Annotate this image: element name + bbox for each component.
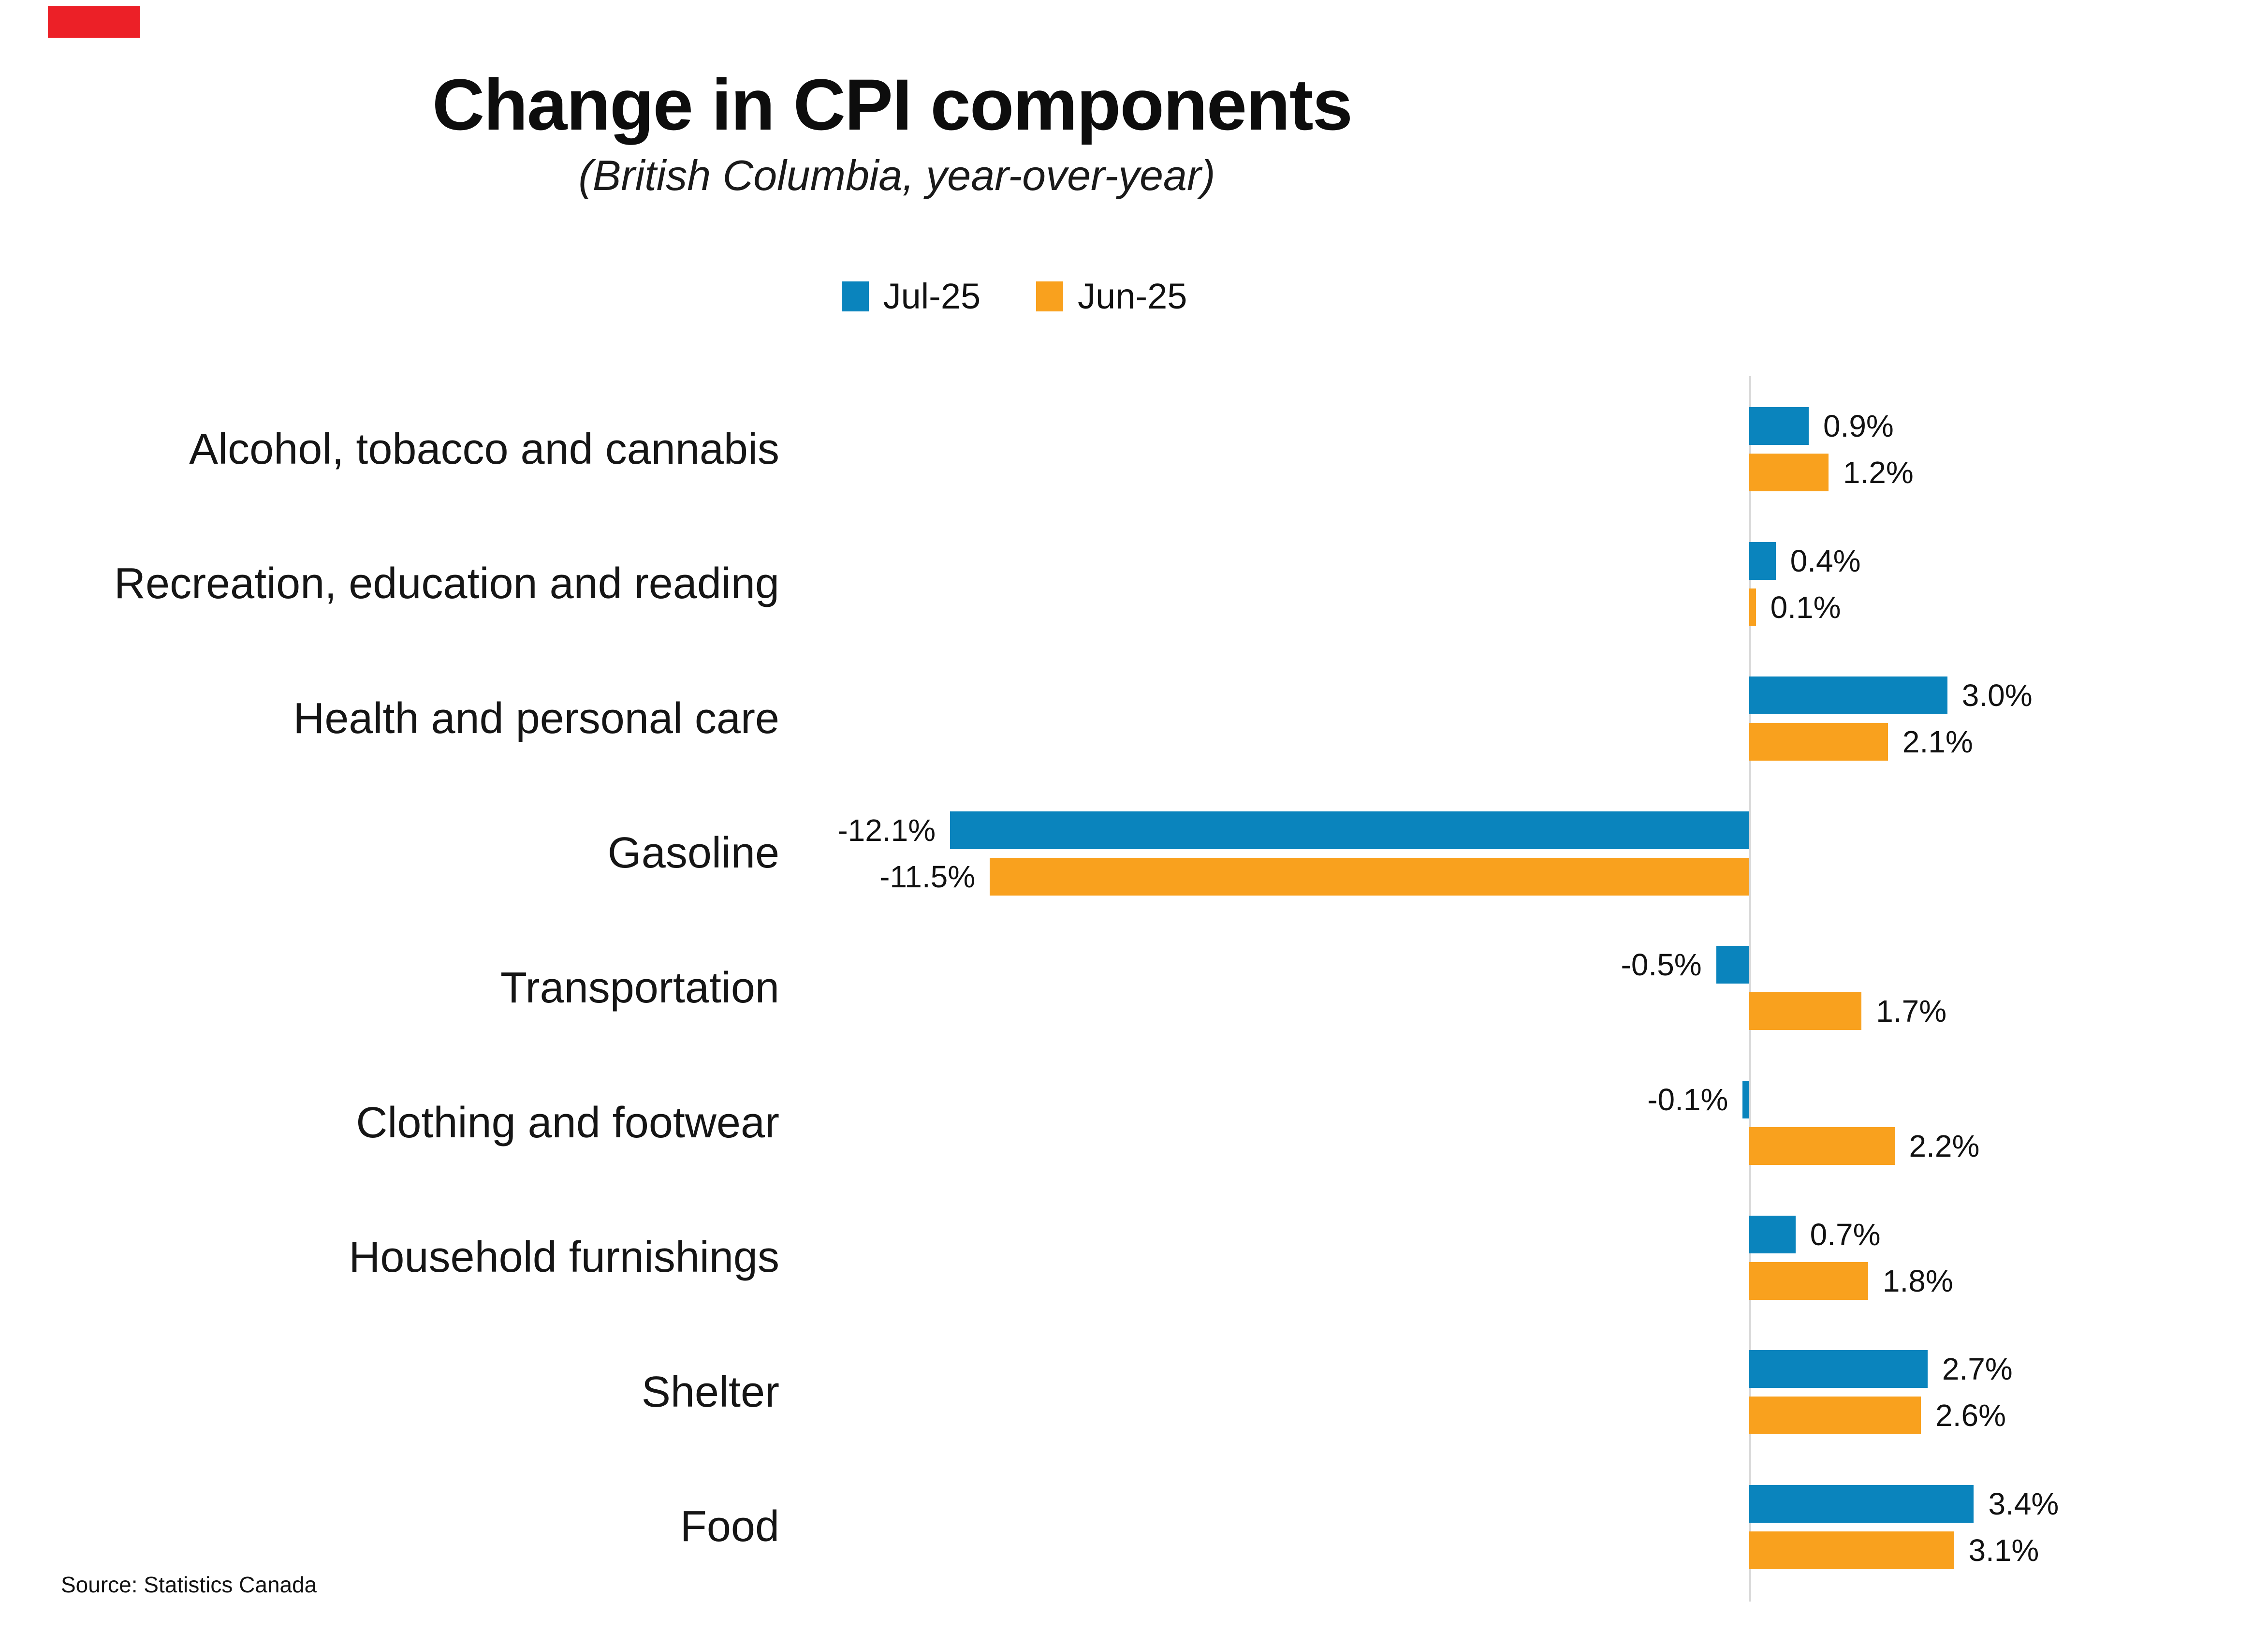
- bar-jun-25-gasoline: [990, 857, 1749, 896]
- value-label-jun-25-household-furnishings: 1.8%: [1882, 1263, 1953, 1298]
- bar-jul-25-clothing-and-footwear: [1742, 1081, 1749, 1118]
- category-label-transportation: Transportation: [500, 963, 779, 1012]
- legend-swatch-jun-25: [1036, 281, 1064, 311]
- chart-title: Change in CPI components: [432, 64, 1353, 145]
- bar-jun-25-household-furnishings: [1749, 1262, 1868, 1300]
- bar-jul-25-alcohol-tobacco-and-cannabis: [1749, 407, 1809, 445]
- bar-jul-25-recreation-education-and-reading: [1749, 542, 1776, 580]
- value-label-jun-25-clothing-and-footwear: 2.2%: [1909, 1129, 1980, 1163]
- category-label-household-furnishings: Household furnishings: [349, 1233, 779, 1282]
- category-label-gasoline: Gasoline: [607, 829, 779, 878]
- bar-jul-25-health-and-personal-care: [1749, 676, 1947, 715]
- bar-jul-25-household-furnishings: [1749, 1215, 1796, 1253]
- value-label-jun-25-recreation-education-and-reading: 0.1%: [1770, 589, 1841, 625]
- bar-jun-25-alcohol-tobacco-and-cannabis: [1749, 454, 1829, 491]
- legend: Jul-25 Jun-25: [0, 276, 2029, 317]
- value-label-jun-25-gasoline: -11.5%: [879, 859, 976, 894]
- category-label-food: Food: [680, 1502, 779, 1551]
- bar-jul-25-food: [1749, 1485, 1974, 1523]
- value-label-jul-25-household-furnishings: 0.7%: [1810, 1217, 1881, 1252]
- legend-label-jun-25: Jun-25: [1078, 276, 1187, 316]
- bar-jul-25-shelter: [1749, 1350, 1928, 1388]
- value-label-jun-25-transportation: 1.7%: [1876, 994, 1947, 1029]
- value-label-jul-25-gasoline: -12.1%: [837, 812, 936, 848]
- value-label-jul-25-food: 3.4%: [1988, 1486, 2059, 1521]
- category-label-health-and-personal-care: Health and personal care: [293, 694, 779, 743]
- legend-swatch-jul-25: [841, 281, 869, 311]
- legend-item-jul-25: Jul-25: [841, 276, 981, 317]
- category-label-alcohol-tobacco-and-cannabis: Alcohol, tobacco and cannabis: [189, 425, 779, 473]
- value-label-jun-25-shelter: 2.6%: [1935, 1398, 2006, 1433]
- category-label-shelter: Shelter: [641, 1368, 779, 1416]
- bar-jul-25-gasoline: [950, 811, 1749, 849]
- bar-jun-25-transportation: [1749, 992, 1862, 1030]
- value-label-jul-25-transportation: -0.5%: [1621, 947, 1702, 983]
- value-label-jun-25-food: 3.1%: [1968, 1532, 2039, 1568]
- value-label-jun-25-health-and-personal-care: 2.1%: [1902, 724, 1973, 760]
- legend-label-jul-25: Jul-25: [883, 276, 981, 316]
- bar-jun-25-health-and-personal-care: [1749, 723, 1888, 761]
- category-label-clothing-and-footwear: Clothing and footwear: [356, 1098, 779, 1147]
- category-label-recreation-education-and-reading: Recreation, education and reading: [114, 559, 779, 608]
- axis-zero-line: [1749, 376, 1751, 1602]
- value-label-jul-25-alcohol-tobacco-and-cannabis: 0.9%: [1823, 409, 1894, 443]
- value-label-jun-25-alcohol-tobacco-and-cannabis: 1.2%: [1843, 455, 1914, 490]
- source-note: Source: Statistics Canada: [61, 1572, 317, 1597]
- bar-jun-25-recreation-education-and-reading: [1749, 588, 1756, 626]
- bar-jun-25-clothing-and-footwear: [1749, 1127, 1895, 1165]
- value-label-jul-25-clothing-and-footwear: -0.1%: [1647, 1082, 1728, 1117]
- chart-subtitle: (British Columbia, year-over-year): [578, 151, 1215, 199]
- value-label-jul-25-health-and-personal-care: 3.0%: [1961, 678, 2033, 713]
- value-label-jul-25-recreation-education-and-reading: 0.4%: [1790, 543, 1861, 578]
- bar-jun-25-food: [1749, 1531, 1954, 1569]
- legend-item-jun-25: Jun-25: [1036, 276, 1187, 317]
- bar-jun-25-shelter: [1749, 1397, 1921, 1435]
- bar-jul-25-transportation: [1716, 946, 1749, 984]
- red-accent-bar: [48, 6, 140, 38]
- value-label-jul-25-shelter: 2.7%: [1942, 1352, 2013, 1387]
